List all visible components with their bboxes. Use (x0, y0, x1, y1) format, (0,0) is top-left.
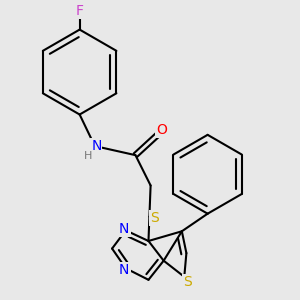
Text: N: N (91, 139, 101, 153)
Text: S: S (183, 275, 192, 289)
Text: S: S (151, 211, 159, 225)
Text: O: O (156, 123, 167, 137)
Text: H: H (84, 151, 92, 161)
Text: N: N (119, 263, 129, 277)
Text: N: N (119, 222, 129, 236)
Text: F: F (76, 4, 84, 18)
